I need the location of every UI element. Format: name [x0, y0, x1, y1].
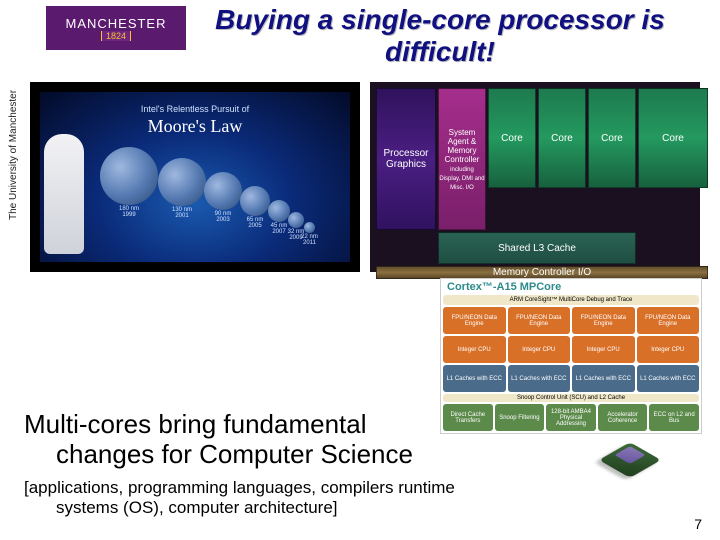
cortex-bot-4: Accelerator Coherence	[598, 404, 648, 431]
cortex-fpu-1: FPU/NEON Data Engine	[443, 307, 506, 334]
cortex-cpu-2: Integer CPU	[508, 336, 571, 363]
die-core-2: Core	[538, 88, 586, 188]
logo-badge: MANCHESTER 1824	[46, 6, 186, 50]
die-sys-label: System Agent & Memory Controller	[445, 128, 480, 164]
cleanroom-person-icon	[44, 134, 84, 254]
cortex-l1-3: L1 Caches with ECC	[572, 365, 635, 392]
bracket-line-2: systems (OS), computer architecture]	[24, 498, 694, 518]
wafer-icon	[304, 222, 315, 233]
wafer-icon	[100, 147, 158, 205]
slide-title: Buying a single-core processor is diffic…	[200, 4, 680, 68]
die-core-1: Core	[488, 88, 536, 188]
logo-year: 1824	[101, 31, 131, 41]
moores-law-figure: Intel's Relentless Pursuit of Moore's La…	[30, 82, 360, 272]
wafer-icon	[204, 172, 242, 210]
bracket-text: [applications, programming languages, co…	[24, 478, 694, 519]
die-sys-sub: including Display, DMI and Misc. I/O	[439, 167, 484, 191]
wafer-label: 180 nm1999	[109, 206, 149, 218]
cortex-cpu-1: Integer CPU	[443, 336, 506, 363]
bracket-line-1: [applications, programming languages, co…	[24, 478, 455, 497]
wafer-icon	[268, 200, 290, 222]
university-logo: MANCHESTER 1824	[0, 0, 200, 70]
cortex-l1-4: L1 Caches with ECC	[637, 365, 700, 392]
die-l3-cache: Shared L3 Cache	[438, 232, 636, 264]
logo-text: MANCHESTER	[65, 16, 166, 31]
cortex-fpu-2: FPU/NEON Data Engine	[508, 307, 571, 334]
wafer-icon	[288, 212, 304, 228]
die-core-3: Core	[588, 88, 636, 188]
subtitle-line-2: changes for Computer Science	[24, 440, 594, 470]
moores-heading: Moore's Law	[40, 116, 350, 137]
cortex-subtitle: ARM CoreSight™ MultiCore Debug and Trace	[443, 295, 699, 305]
cortex-l1-2: L1 Caches with ECC	[508, 365, 571, 392]
cortex-bot-5: ECC on L2 and Bus	[649, 404, 699, 431]
cortex-l1-1: L1 Caches with ECC	[443, 365, 506, 392]
wafer-icon	[240, 186, 270, 216]
moores-tagline: Intel's Relentless Pursuit of	[40, 104, 350, 114]
cortex-scu-bar: Snoop Control Unit (SCU) and L2 Cache	[443, 394, 699, 402]
cpu-die-figure: Processor Graphics Core Core Core Core S…	[370, 82, 700, 272]
slide-subtitle: Multi-cores bring fundamental changes fo…	[24, 410, 594, 470]
wafer-label: 22 nm2011	[290, 234, 330, 246]
wafer-label: 130 nm2001	[162, 207, 202, 219]
cortex-fpu-3: FPU/NEON Data Engine	[572, 307, 635, 334]
wafer-icon	[158, 158, 206, 206]
cortex-title: Cortex™-A15 MPCore	[443, 281, 699, 293]
die-core-4: Core	[638, 88, 708, 188]
cortex-cpu-4: Integer CPU	[637, 336, 700, 363]
die-processor-graphics: Processor Graphics	[376, 88, 436, 230]
subtitle-line-1: Multi-cores bring fundamental	[24, 409, 367, 439]
die-system-agent: System Agent & Memory Controller includi…	[438, 88, 486, 230]
cortex-fpu-4: FPU/NEON Data Engine	[637, 307, 700, 334]
page-number: 7	[694, 516, 702, 532]
logo-side-text: The University of Manchester	[8, 90, 19, 220]
cortex-cpu-3: Integer CPU	[572, 336, 635, 363]
